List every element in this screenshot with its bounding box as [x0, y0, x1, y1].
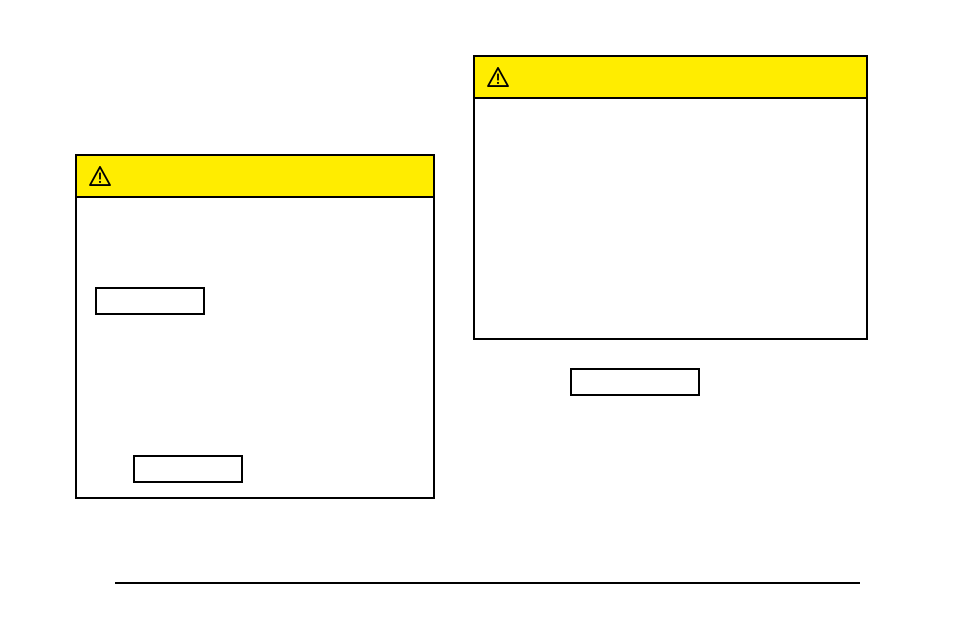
titlebar[interactable]: [77, 156, 433, 198]
warning-icon: [487, 67, 509, 87]
window-left: [75, 154, 435, 499]
horizontal-divider: [115, 582, 860, 584]
button-left-2[interactable]: [133, 455, 243, 483]
titlebar[interactable]: [475, 57, 866, 99]
window-right: [473, 55, 868, 340]
button-left-1[interactable]: [95, 287, 205, 315]
warning-icon: [89, 166, 111, 186]
button-below-right[interactable]: [570, 368, 700, 396]
